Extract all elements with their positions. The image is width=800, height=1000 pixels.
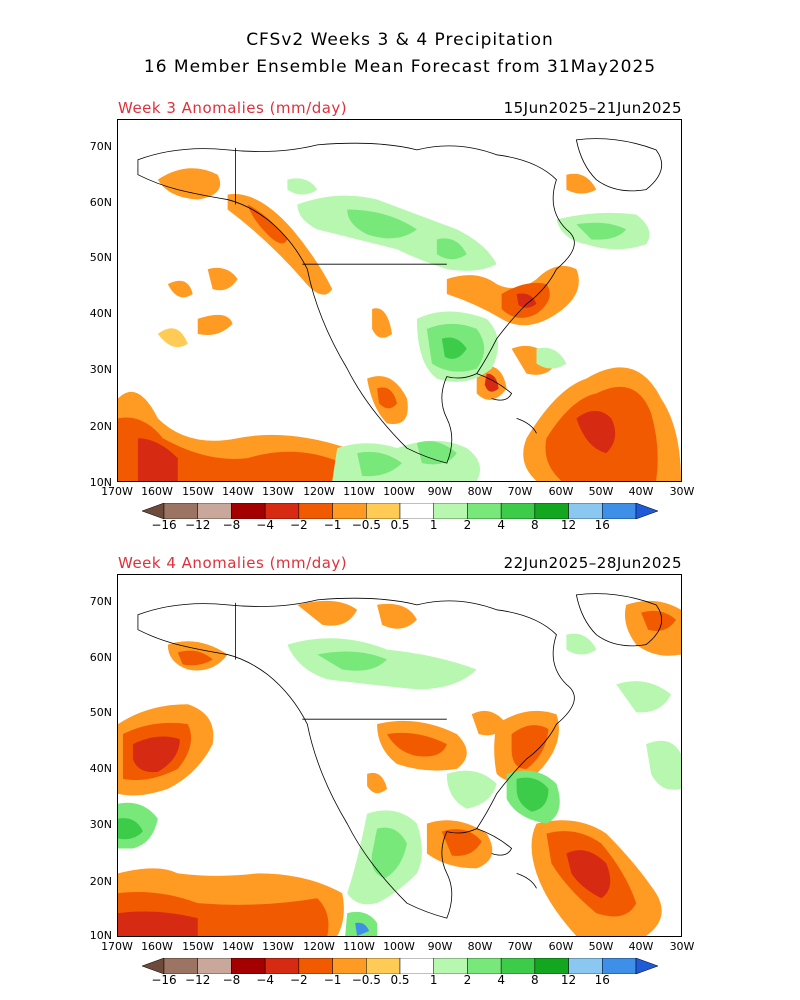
colorbar-tick-label: −12: [185, 518, 211, 532]
title-line-1: CFSv2 Weeks 3 & 4 Precipitation: [246, 30, 554, 50]
colorbar-tick-label: −2: [289, 973, 308, 987]
colorbar-tick-label: −8: [222, 518, 241, 532]
panel-week3-dates: 15Jun2025–21Jun2025: [503, 99, 682, 117]
colorbar-segment: [197, 957, 232, 975]
colorbar-segment: [231, 957, 266, 975]
colorbar-tick-label: 12: [560, 973, 577, 987]
map-week4: [117, 574, 682, 937]
colorbar-segment: [602, 502, 637, 520]
colorbar-segment: [332, 957, 367, 975]
colorbar-tick-label: 8: [531, 973, 539, 987]
colorbar-tick-label: 4: [497, 973, 505, 987]
colorbar-tick-label: 1: [429, 518, 438, 532]
colorbar-arrow-high: [635, 957, 659, 975]
colorbar-segment: [197, 502, 232, 520]
colorbar-week4: [141, 957, 659, 975]
colorbar-tick-label: −16: [151, 973, 177, 987]
colorbar-segment: [231, 502, 266, 520]
colorbar-segment: [163, 502, 198, 520]
panel-week4-label: Week 4 Anomalies (mm/day): [118, 554, 348, 572]
dry-anomalies-week3: [118, 168, 681, 481]
colorbar-tick-label: 16: [594, 518, 610, 532]
colorbar-tick-label: −16: [151, 518, 177, 532]
title-line-2: 16 Member Ensemble Mean Forecast from 31…: [143, 57, 657, 77]
colorbar-tick-label: 4: [497, 518, 505, 532]
colorbar-segment: [568, 957, 603, 975]
panel-week4-dates: 22Jun2025–28Jun2025: [503, 554, 682, 572]
colorbar-segment: [602, 957, 637, 975]
map-week3: [117, 119, 682, 482]
colorbar-segment: [399, 502, 434, 520]
colorbar-tick-label: −4: [256, 973, 274, 987]
colorbar-tick-label: 0.5: [390, 973, 410, 987]
colorbar-segment: [433, 957, 468, 975]
colorbar-segment: [399, 957, 434, 975]
colorbar-tick-label: −8: [222, 973, 241, 987]
panel-week3-label: Week 3 Anomalies (mm/day): [118, 99, 348, 117]
colorbar-segment: [264, 957, 300, 975]
colorbar-segment: [534, 502, 569, 520]
colorbar-segment: [534, 957, 569, 975]
colorbar-tick-label: −0.5: [351, 518, 381, 532]
colorbar-segment: [500, 957, 536, 975]
colorbar-segment: [500, 502, 536, 520]
wet-anomalies-week4: [118, 633, 681, 936]
colorbar-segment: [264, 502, 300, 520]
colorbar-segment: [366, 502, 401, 520]
colorbar-tick-label: 1: [429, 973, 438, 987]
colorbar-segment: [366, 957, 401, 975]
colorbar-week3: [141, 502, 659, 520]
colorbar-tick-label: −4: [256, 518, 274, 532]
coastlines-week4: [137, 593, 663, 919]
colorbar-tick-label: 2: [463, 518, 472, 532]
colorbar-segment: [298, 502, 333, 520]
colorbar-tick-label: 2: [463, 973, 472, 987]
colorbar-segment: [433, 502, 468, 520]
colorbar-tick-label: −2: [289, 518, 308, 532]
colorbar-segment: [568, 502, 603, 520]
colorbar-segment: [163, 957, 198, 975]
colorbar-tick-label: 0.5: [390, 518, 410, 532]
colorbar-tick-label: −1: [323, 518, 342, 532]
dry-anomalies-week4: [118, 600, 681, 936]
wet-anomalies-week3: [287, 178, 650, 481]
colorbar-tick-label: −1: [323, 973, 342, 987]
colorbar-arrow-low: [141, 502, 165, 520]
colorbar-tick-label: 16: [594, 973, 610, 987]
colorbar-segment: [467, 957, 502, 975]
colorbar-arrow-low: [141, 957, 165, 975]
colorbar-tick-label: −0.5: [351, 973, 381, 987]
colorbar-segment: [332, 502, 367, 520]
colorbar-tick-label: −12: [185, 973, 211, 987]
coastlines-week3: [137, 138, 663, 464]
colorbar-arrow-high: [635, 502, 659, 520]
colorbar-tick-label: 12: [560, 518, 577, 532]
colorbar-segment: [467, 502, 502, 520]
colorbar-tick-label: 8: [531, 518, 539, 532]
colorbar-segment: [298, 957, 333, 975]
